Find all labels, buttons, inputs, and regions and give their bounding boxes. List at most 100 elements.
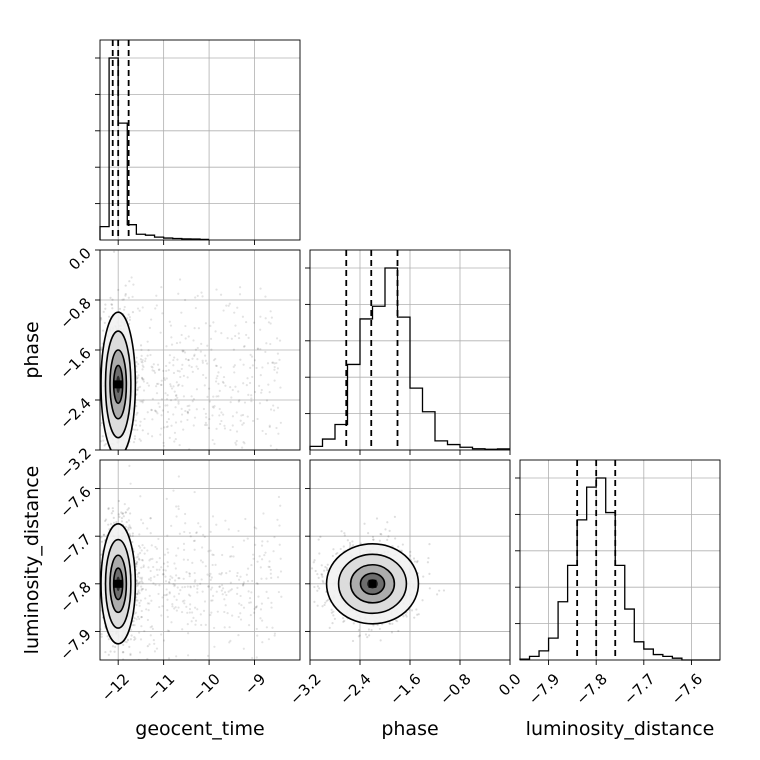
scatter-point (246, 567, 250, 570)
scatter-point (204, 421, 207, 424)
scatter-point (125, 521, 128, 524)
scatter-point (137, 590, 140, 594)
scatter-point (158, 568, 161, 571)
scatter-point (135, 361, 138, 364)
scatter-point (93, 530, 95, 532)
scatter-point (259, 328, 262, 331)
scatter-point (256, 347, 260, 350)
scatter-point (215, 288, 218, 291)
scatter-point (278, 543, 281, 546)
scatter-point (242, 382, 245, 385)
scatter-point (174, 406, 177, 409)
scatter-point (326, 563, 329, 566)
scatter-point (211, 599, 214, 602)
scatter-point (155, 385, 158, 388)
scatter-point (188, 607, 192, 611)
scatter-point (191, 462, 193, 464)
scatter-point (212, 321, 215, 324)
scatter-point (184, 324, 187, 328)
scatter-point (164, 594, 168, 597)
scatter-point (136, 555, 140, 558)
scatter-point (193, 353, 196, 356)
scatter-point (139, 344, 143, 347)
scatter-point (436, 593, 439, 596)
scatter-point (145, 608, 148, 611)
scatter-point (227, 528, 230, 531)
scatter-point (107, 507, 110, 510)
scatter-point (135, 599, 138, 602)
scatter-point (97, 355, 99, 357)
scatter-point (195, 388, 199, 391)
scatter-point (158, 405, 161, 409)
scatter-point (253, 390, 257, 394)
scatter-point (415, 561, 419, 564)
y-tick-label: −7.9 (56, 626, 94, 664)
scatter-point (238, 578, 241, 581)
scatter-point (206, 395, 209, 398)
scatter-point (313, 559, 316, 562)
scatter-point (141, 558, 144, 562)
scatter-point (183, 585, 187, 589)
contour-line (109, 349, 128, 420)
scatter-point (170, 424, 173, 427)
scatter-point (218, 414, 221, 417)
scatter-point (249, 366, 252, 369)
scatter-point (175, 598, 178, 601)
scatter-point (168, 581, 171, 584)
scatter-point (129, 638, 132, 641)
scatter-point (158, 557, 161, 560)
scatter-point (92, 392, 94, 394)
contour-line (109, 554, 128, 614)
scatter-point (269, 568, 272, 571)
scatter-point (123, 481, 125, 483)
scatter-point (102, 329, 105, 332)
scatter-point (132, 624, 135, 627)
scatter-point (165, 588, 168, 591)
scatter-point (135, 356, 138, 359)
scatter-point (264, 350, 267, 354)
scatter-point (204, 322, 208, 325)
scatter-point (94, 373, 96, 375)
scatter-point (386, 538, 389, 542)
scatter-point (196, 591, 199, 594)
scatter-point (125, 467, 127, 469)
scatter-point (304, 587, 306, 589)
scatter-point (127, 507, 130, 510)
scatter-point (209, 337, 213, 340)
scatter-point (276, 367, 280, 370)
scatter-point (255, 606, 258, 609)
scatter-point (245, 320, 248, 324)
scatter-point (128, 318, 132, 321)
scatter-point (186, 404, 189, 408)
scatter-point (160, 566, 163, 569)
scatter-point (218, 389, 221, 392)
scatter-point (240, 414, 243, 417)
scatter-point (137, 615, 140, 618)
scatter-point (250, 400, 253, 403)
scatter-point (222, 309, 225, 312)
scatter-point (174, 394, 178, 397)
scatter-point (137, 544, 141, 548)
scatter-point (258, 555, 261, 558)
scatter-point (101, 435, 104, 438)
scatter-point (163, 378, 167, 382)
scatter-point (320, 573, 324, 576)
scatter-point (187, 335, 190, 338)
scatter-point (196, 584, 199, 587)
scatter-point (120, 520, 124, 523)
scatter-point (262, 512, 265, 515)
scatter-point (364, 633, 368, 636)
scatter-point (180, 407, 183, 411)
scatter-point (261, 366, 264, 369)
scatter-point (140, 588, 143, 591)
scatter-point (133, 638, 136, 642)
scatter-point (264, 551, 267, 554)
scatter-point (122, 651, 125, 654)
scatter-point (277, 432, 280, 435)
scatter-point (167, 551, 170, 554)
scatter-point (235, 411, 238, 414)
scatter-point (249, 601, 253, 604)
scatter-point (235, 443, 238, 446)
scatter-point (255, 605, 259, 608)
scatter-point (204, 359, 208, 362)
